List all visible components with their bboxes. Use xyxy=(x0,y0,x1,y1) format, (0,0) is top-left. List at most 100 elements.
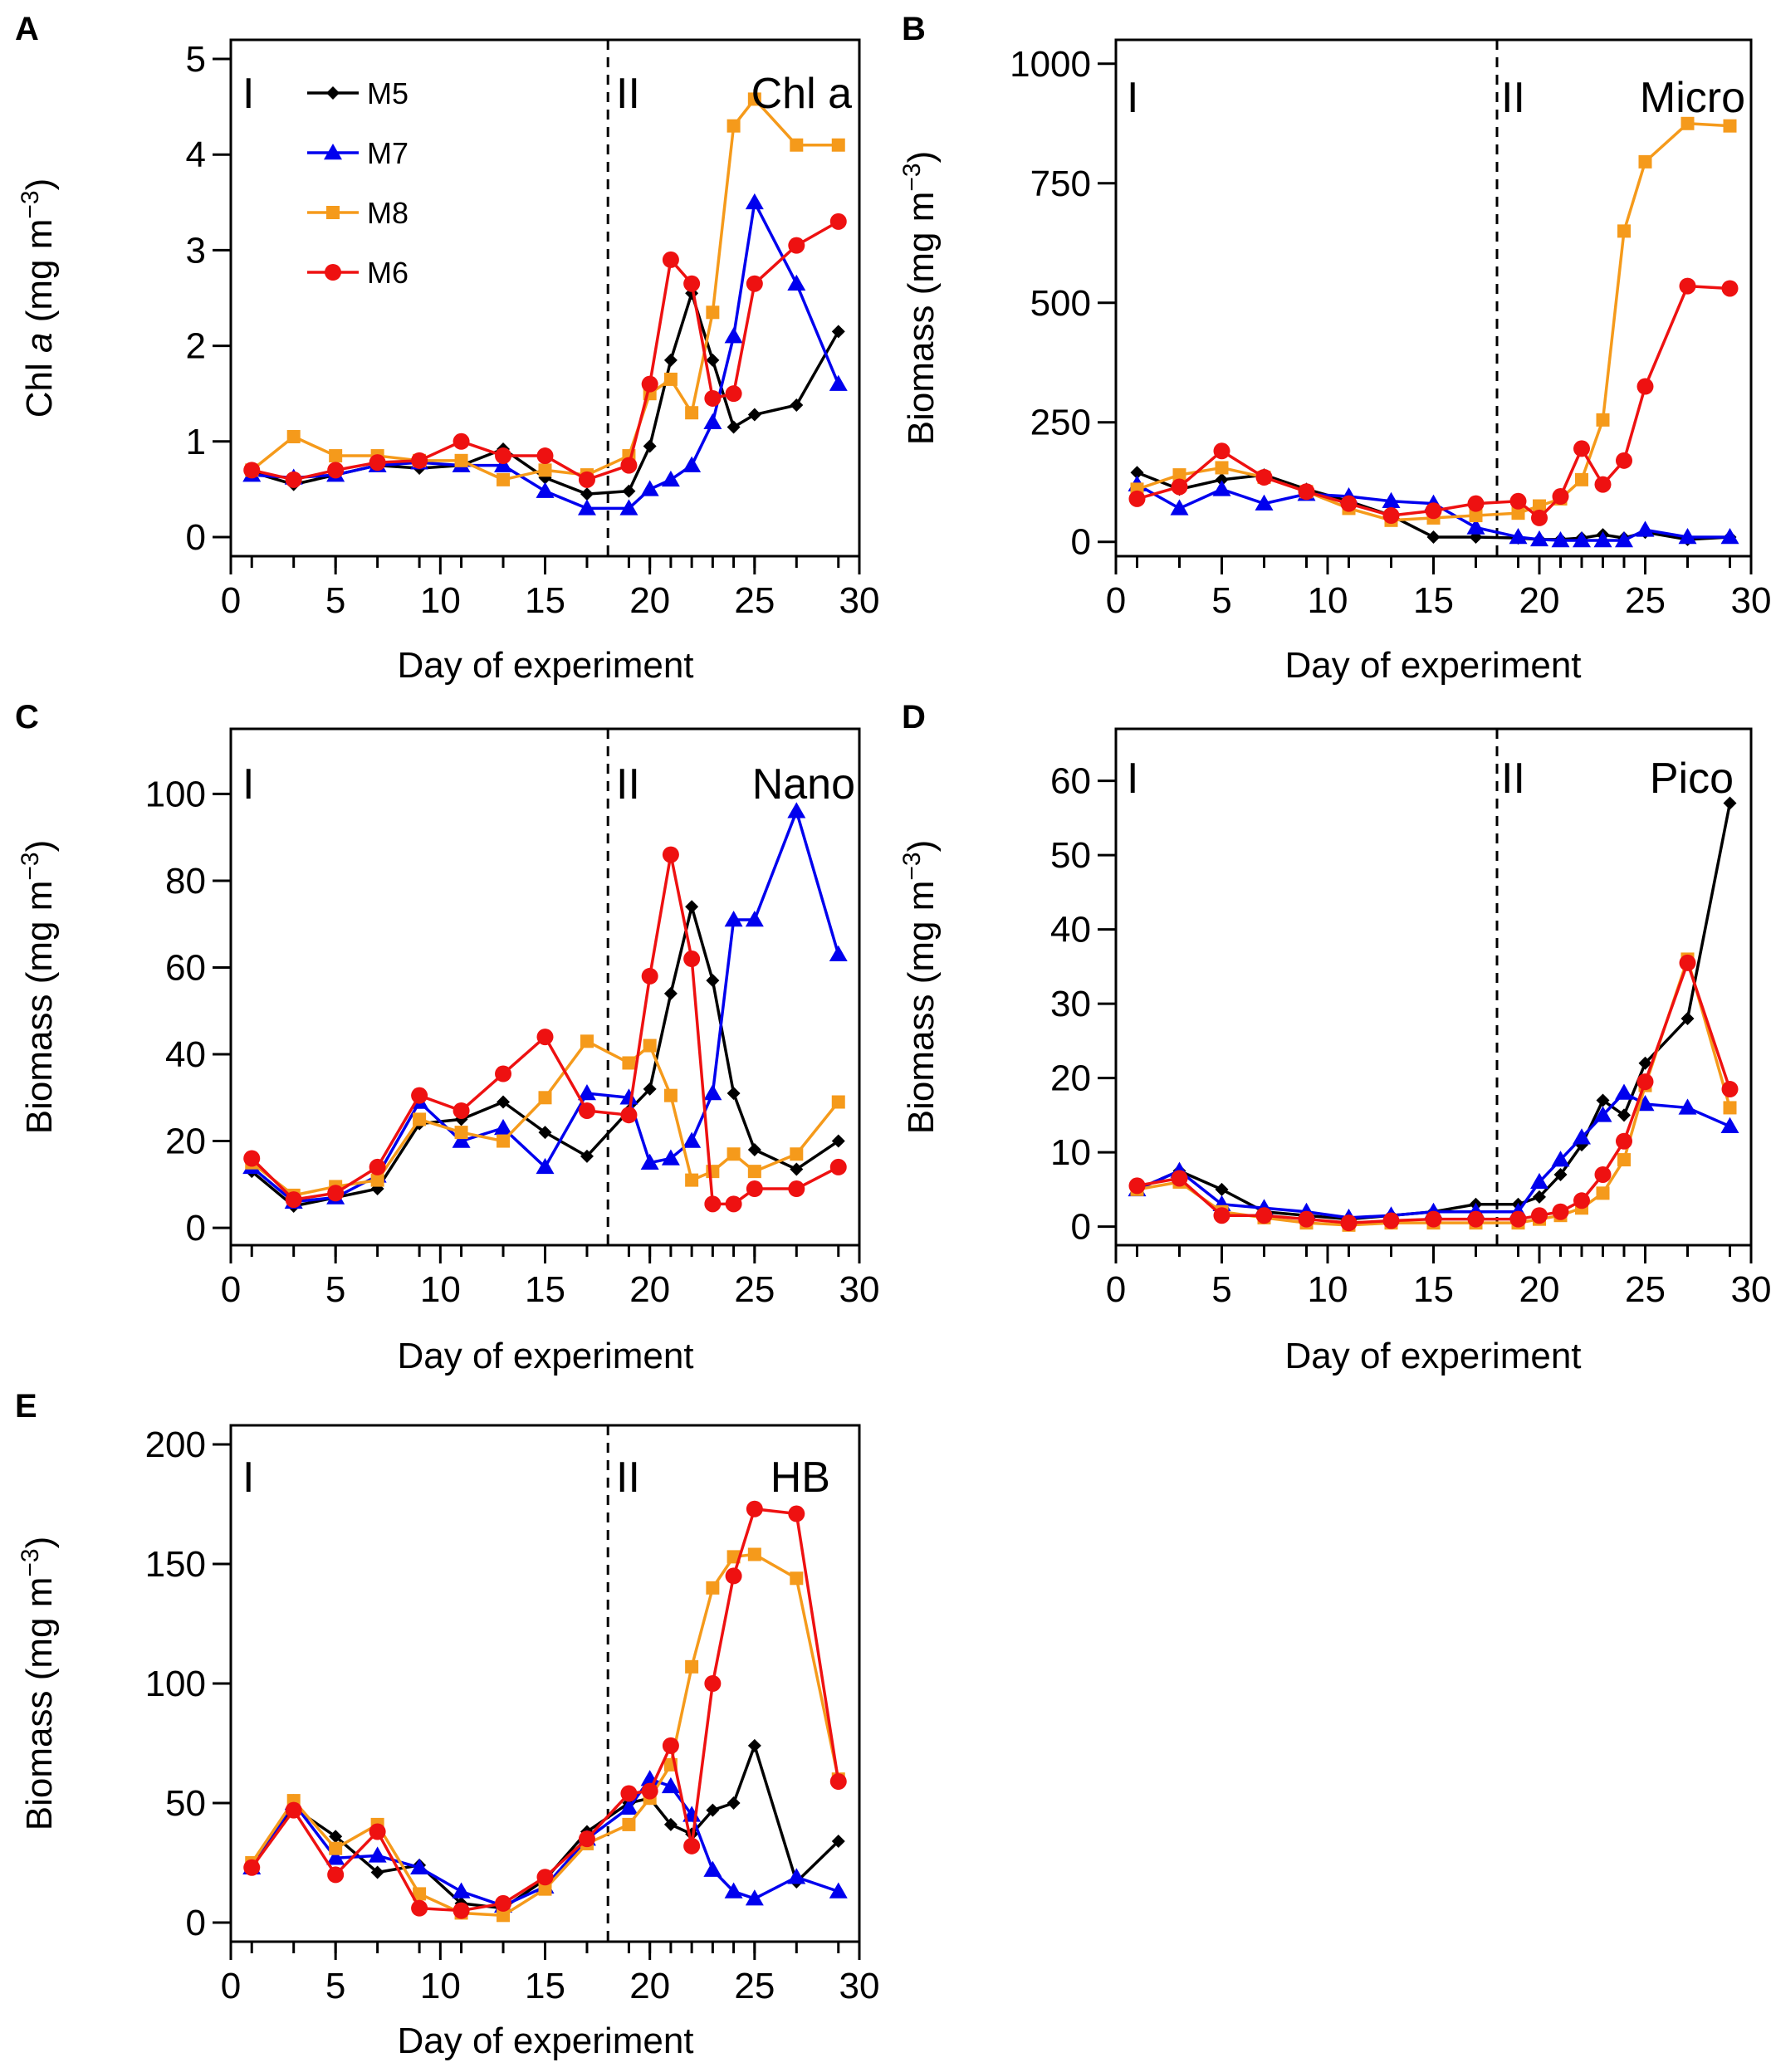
panel-a-x-tick-label: 0 xyxy=(221,580,241,621)
panel-e-m5-point xyxy=(370,1865,384,1879)
panel-d-m5-line xyxy=(1136,803,1732,1221)
panel-a-m6-point xyxy=(578,471,595,488)
panel-a-title: Chl a xyxy=(751,70,852,118)
panel-b-m7-point xyxy=(1720,527,1739,545)
panel-d-m6-point xyxy=(1128,1177,1146,1195)
panel-c-x-tick-label: 0 xyxy=(221,1269,241,1310)
panel-e-x-tick-label: 15 xyxy=(525,1966,565,2006)
panel-c-m6-point xyxy=(683,950,701,968)
panel-d-m7-point xyxy=(1551,1151,1570,1167)
panel-d-y-tick-label: 10 xyxy=(1050,1132,1091,1173)
panel-d-m6-line xyxy=(1137,961,1732,1224)
panel-d-series xyxy=(1128,796,1739,1232)
panel-c-ylabel: Biomass (mg m−3) xyxy=(17,840,60,1134)
panel-c-m6-point xyxy=(788,1180,805,1198)
panel-b-m7-point xyxy=(1170,499,1189,516)
panel-b-m6-point xyxy=(1679,277,1696,295)
panel-d-m7-point xyxy=(1593,1106,1612,1122)
panel-b-m7-point xyxy=(1636,520,1655,537)
panel-c-x-tick-label: 25 xyxy=(734,1269,775,1310)
panel-d-x-tick-label: 5 xyxy=(1211,1269,1231,1310)
panel-e-ylabel: Biomass (mg m−3) xyxy=(17,1537,60,1830)
panel-c-y-tick-label: 80 xyxy=(165,861,206,902)
panel-e-m5-point xyxy=(706,1803,720,1817)
panel-b-x-tick-label: 25 xyxy=(1625,580,1666,621)
panel-b-m8-line xyxy=(1136,122,1730,522)
panel-e-m7-point xyxy=(724,1882,743,1899)
panel-e-m8-point xyxy=(706,1581,720,1595)
panel-c-x-tick-label: 15 xyxy=(525,1269,565,1310)
panel-d-m6-point xyxy=(1255,1207,1273,1224)
panel-d-m5-point xyxy=(1215,1182,1229,1196)
panel-c-m6-point xyxy=(662,846,679,863)
panel-e-y-tick-label: 0 xyxy=(186,1903,206,1943)
panel-b-m6-point xyxy=(1467,495,1485,512)
panel-c-series xyxy=(242,802,848,1213)
panel-e-x-tick-label: 10 xyxy=(420,1966,461,2006)
panel-d-m6-point xyxy=(1721,1081,1739,1098)
panel-e-m6-point xyxy=(746,1500,763,1517)
panel-c-m6-point xyxy=(704,1195,722,1213)
panel-e-m6-point xyxy=(641,1782,658,1800)
panel-c-m6-point xyxy=(829,1158,847,1175)
panel-c-m6-point xyxy=(495,1065,512,1082)
panel-d-m7-point xyxy=(1573,1128,1591,1145)
panel-a-m6-point xyxy=(746,275,763,292)
panel-c-m8-point xyxy=(706,1165,720,1179)
panel-e-m8-point xyxy=(497,1908,511,1923)
panel-a-ylabel: Chl a (mg m−3) xyxy=(17,178,60,418)
panel-e-m5-point xyxy=(663,1817,678,1831)
panel-d-m5-point xyxy=(1553,1167,1568,1181)
panel-a-x-tick-label: 5 xyxy=(325,580,345,621)
panel-b-m6-point xyxy=(1213,442,1230,460)
panel-c-m7-point xyxy=(536,1157,555,1175)
panel-e-m7-point xyxy=(619,1798,638,1815)
panel-b-m7-point xyxy=(1615,530,1633,548)
panel-b-m8-point xyxy=(1575,472,1588,486)
panel-b-axes: 0 5 10 15 20 25 30 0 250 500 750 1000 xyxy=(1010,44,1771,621)
panel-c-m7-point xyxy=(619,1088,638,1105)
panel-c-m8-point xyxy=(413,1112,427,1126)
panel-b-m8-point xyxy=(1617,224,1631,238)
panel-c-m8-point xyxy=(747,1165,761,1179)
panel-b-m7-point xyxy=(1530,530,1548,547)
panel-c-axes: 0 5 10 15 20 25 30 0 20 40 60 80 100 xyxy=(145,774,880,1310)
panel-a-x-tick-label: 25 xyxy=(734,580,775,621)
panel-d-x-tick-label: 0 xyxy=(1106,1269,1126,1310)
panel-e-m6-point xyxy=(411,1899,428,1917)
legend-m8-label: M8 xyxy=(367,196,409,230)
panel-d-y-tick-label: 20 xyxy=(1050,1058,1091,1099)
panel-a-m5-point xyxy=(622,484,636,498)
panel-c-title: Nano xyxy=(752,760,855,809)
legend-m5-label: M5 xyxy=(367,76,409,110)
panel-e-m7-point xyxy=(829,1882,848,1899)
panel-e-m6-point xyxy=(243,1859,261,1876)
panel-a-m6-point xyxy=(495,447,512,465)
panel-b-m8-point xyxy=(1723,119,1737,133)
panel-c-m5-point xyxy=(580,1149,594,1163)
panel-d-m5-point xyxy=(1680,1012,1695,1026)
panel-a-x-tick-label: 20 xyxy=(629,580,670,621)
legend-m6-label: M6 xyxy=(367,256,409,290)
panel-b-y-tick-label: 1000 xyxy=(1010,44,1091,85)
panel-e-series xyxy=(242,1500,848,1923)
panel-a-m6-point xyxy=(620,457,638,474)
panel-e-m6-point xyxy=(788,1505,805,1522)
panel-a-m5-point xyxy=(663,353,678,367)
panel-c-m6-point xyxy=(327,1185,345,1202)
panel-a-m7-point xyxy=(787,274,806,291)
panel-b-m6-point xyxy=(1509,492,1527,510)
panel-d-x-tick-label: 20 xyxy=(1519,1269,1560,1310)
panel-a-y-tick-label: 4 xyxy=(186,134,206,175)
panel-c-x-tick-label: 10 xyxy=(420,1269,461,1310)
panel-d-m6-point xyxy=(1298,1210,1315,1228)
panel-a-m7-point xyxy=(724,327,743,344)
panel-b-m7-point xyxy=(1212,480,1231,496)
panel-b-m6-point xyxy=(1636,378,1654,395)
panel-d-m6-point xyxy=(1509,1210,1527,1228)
panel-c-m7-point xyxy=(682,1131,702,1148)
panel-c-y-tick-label: 20 xyxy=(165,1122,206,1162)
panel-c-m6-point xyxy=(746,1180,763,1198)
panel-a-y-tick-label: 3 xyxy=(186,230,206,271)
panel-c-m6-point xyxy=(369,1158,386,1175)
